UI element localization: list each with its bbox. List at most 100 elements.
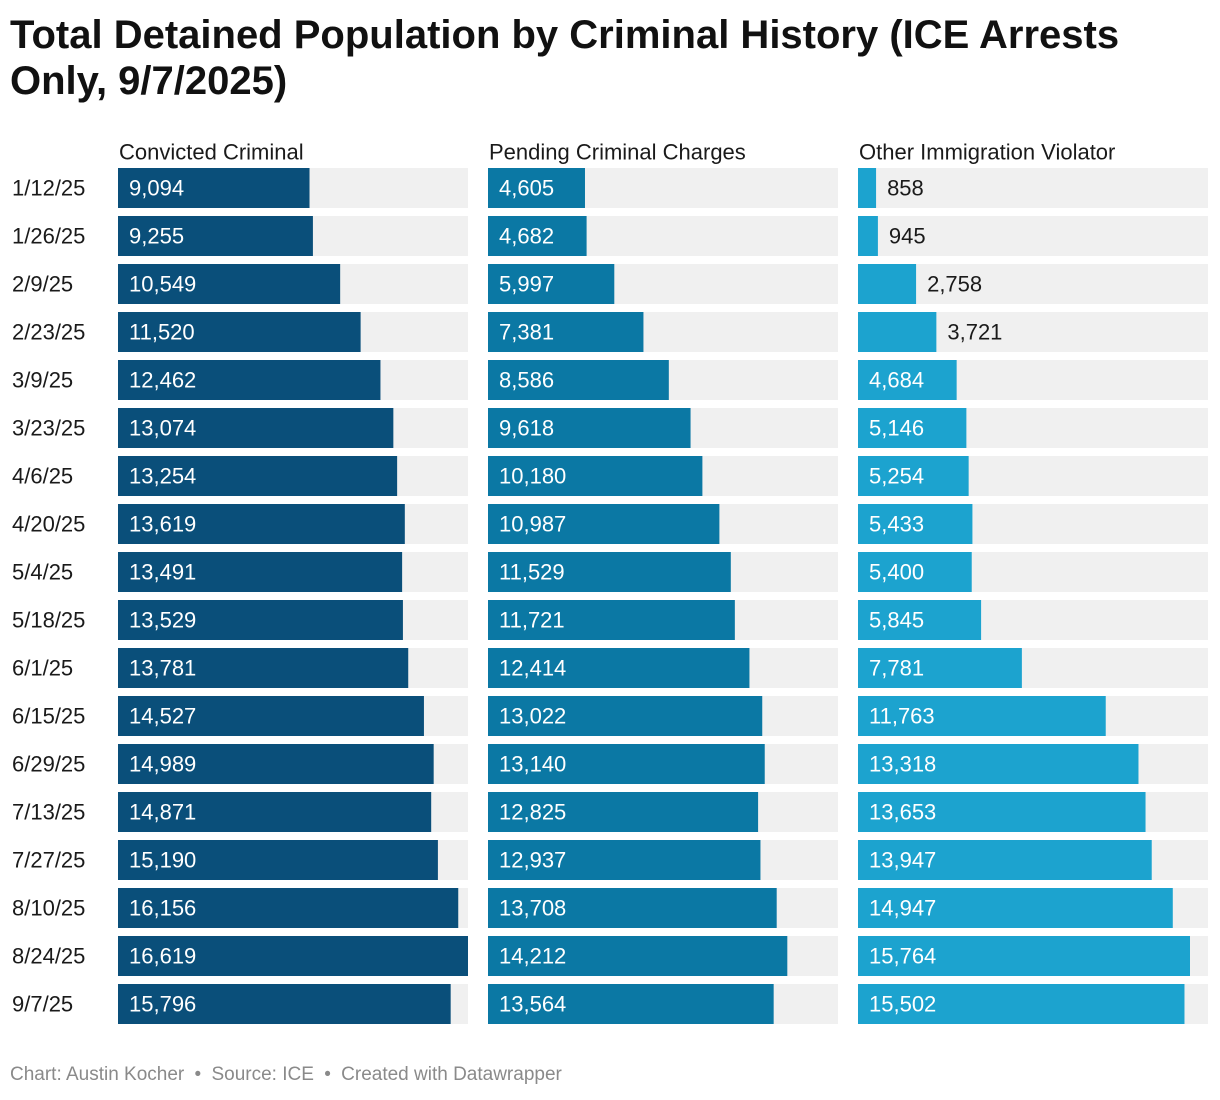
bar	[858, 264, 917, 304]
data-label: 14,871	[129, 800, 196, 825]
data-label: 15,796	[129, 992, 196, 1017]
bar	[488, 648, 750, 688]
source-link[interactable]: Source: ICE	[211, 1064, 314, 1085]
bar	[858, 984, 1185, 1024]
data-label: 11,763	[869, 704, 935, 729]
bar	[858, 648, 1022, 688]
data-label: 2,758	[927, 272, 982, 297]
bar	[488, 216, 587, 256]
bar	[858, 936, 1190, 976]
data-label: 13,140	[499, 752, 566, 777]
series-header: Other Immigration Violator	[859, 140, 1115, 165]
bar	[118, 504, 405, 544]
data-label: 13,254	[129, 464, 196, 489]
bar	[118, 648, 409, 688]
data-label: 4,684	[869, 368, 924, 393]
data-label: 13,947	[869, 848, 936, 873]
data-label: 13,653	[869, 800, 936, 825]
bar	[858, 792, 1146, 832]
chart-title: Total Detained Population by Criminal Hi…	[10, 13, 1120, 103]
footer-separator: •	[324, 1064, 331, 1085]
bar	[488, 360, 669, 400]
bar	[488, 408, 691, 448]
category-label: 7/13/25	[12, 800, 85, 825]
chart-footer: Chart: Austin Kocher • Source: ICE • Cre…	[10, 1064, 562, 1086]
category-label: 5/18/25	[12, 608, 85, 633]
bar	[118, 696, 424, 736]
data-label: 12,937	[499, 848, 566, 873]
category-label: 7/27/25	[12, 848, 85, 873]
data-label: 13,491	[129, 560, 196, 585]
bar-track	[858, 264, 1208, 304]
bar	[118, 168, 310, 208]
data-label: 14,947	[869, 896, 936, 921]
bar	[488, 888, 777, 928]
bar	[858, 504, 973, 544]
data-label: 8,586	[499, 368, 554, 393]
bar	[488, 264, 615, 304]
bar	[118, 984, 451, 1024]
data-label: 10,180	[499, 464, 566, 489]
data-label: 14,212	[499, 944, 566, 969]
series-header: Convicted Criminal	[119, 140, 304, 165]
data-label: 5,400	[869, 560, 924, 585]
data-label: 11,529	[499, 560, 565, 585]
bar	[858, 888, 1173, 928]
category-label: 8/24/25	[12, 944, 85, 969]
data-label: 9,094	[129, 176, 184, 201]
footer-separator: •	[194, 1064, 202, 1085]
data-label: 13,529	[129, 608, 196, 633]
bar	[488, 168, 585, 208]
category-label: 1/12/25	[12, 176, 85, 201]
bar	[858, 744, 1139, 784]
bar	[858, 216, 878, 256]
category-label: 6/15/25	[12, 704, 85, 729]
data-label: 11,520	[129, 320, 195, 345]
bar	[858, 552, 972, 592]
data-label: 13,781	[129, 656, 196, 681]
category-label: 6/1/25	[12, 656, 73, 681]
bar	[858, 840, 1152, 880]
data-label: 9,255	[129, 224, 184, 249]
bar	[858, 312, 937, 352]
bar	[118, 216, 313, 256]
category-label: 4/20/25	[12, 512, 85, 537]
data-label: 7,381	[499, 320, 554, 345]
bar	[858, 168, 877, 208]
bar	[488, 840, 761, 880]
bar	[488, 984, 774, 1024]
data-label: 858	[887, 176, 924, 201]
bar	[858, 696, 1106, 736]
data-label: 16,619	[129, 944, 196, 969]
bar	[858, 360, 957, 400]
data-label: 945	[889, 224, 926, 249]
category-label: 2/23/25	[12, 320, 85, 345]
data-label: 4,682	[499, 224, 554, 249]
data-label: 10,987	[499, 512, 566, 537]
data-label: 14,527	[129, 704, 196, 729]
category-label: 3/9/25	[12, 368, 73, 393]
bar	[858, 408, 967, 448]
data-label: 13,564	[499, 992, 566, 1017]
bar	[118, 264, 341, 304]
data-label: 11,721	[499, 608, 565, 633]
bar	[488, 936, 788, 976]
category-label: 3/23/25	[12, 416, 85, 441]
bar	[488, 600, 735, 640]
bar	[118, 600, 403, 640]
data-label: 12,462	[129, 368, 196, 393]
bar	[488, 744, 765, 784]
bar	[118, 744, 434, 784]
bar	[118, 360, 381, 400]
datawrapper-link[interactable]: Created with Datawrapper	[341, 1064, 562, 1085]
data-label: 15,502	[869, 992, 936, 1017]
bar	[858, 456, 969, 496]
category-label: 8/10/25	[12, 896, 85, 921]
data-label: 14,989	[129, 752, 196, 777]
data-label: 7,781	[869, 656, 924, 681]
bar	[118, 312, 361, 352]
category-label: 6/29/25	[12, 752, 85, 777]
category-label: 9/7/25	[12, 992, 73, 1017]
bar	[118, 456, 398, 496]
